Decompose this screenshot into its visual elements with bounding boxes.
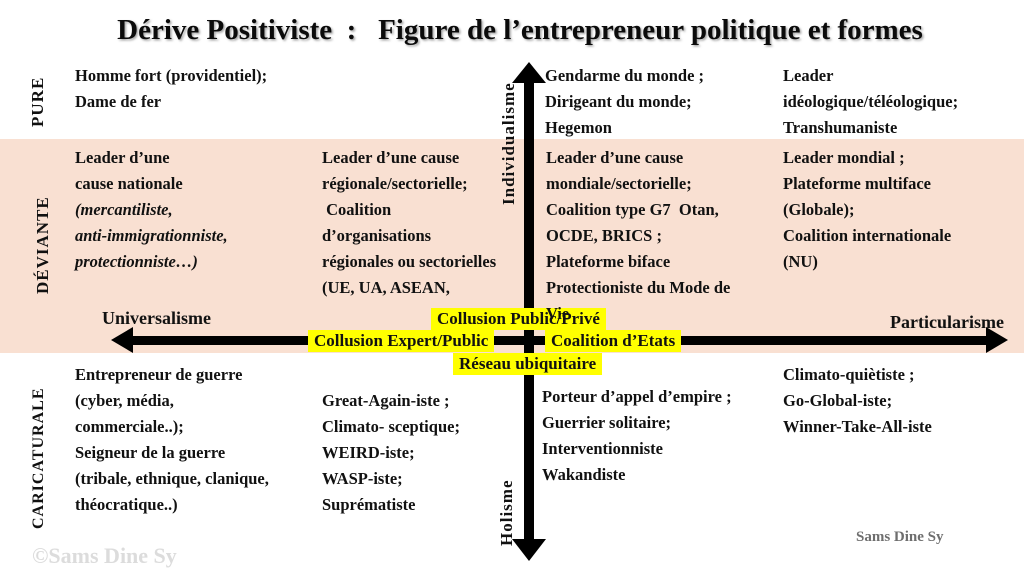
cell-deviante-regionale: Leader d’une cause régionale/sectorielle…	[322, 148, 497, 297]
cell-deviante-globale: Leader mondial ; Plateforme multiface (G…	[783, 148, 952, 271]
cell-pure-individualisme: Gendarme du monde ; Dirigeant du monde; …	[545, 66, 705, 137]
horizontal-axis-arrowhead-left	[111, 327, 133, 353]
cell-caricaturale-istes: Great-Again-iste ; Climato- sceptique; W…	[322, 391, 460, 514]
cell-pure-particularisme: Leader idéologique/téléologique; Transhu…	[783, 66, 959, 137]
axis-label-particularisme: Particularisme	[890, 312, 1004, 332]
cell-pure-universalisme: Homme fort (providentiel); Dame de fer	[75, 66, 268, 111]
axis-label-universalisme: Universalisme	[102, 308, 211, 328]
horizontal-axis-arrowhead-right	[986, 327, 1008, 353]
highlight-collusion-public-prive: Collusion Public/Privé	[431, 308, 606, 330]
highlight-reseau-ubiquitaire: Réseau ubiquitaire	[453, 353, 603, 375]
page-title: Dérive Positiviste : Figure de l’entrepr…	[117, 14, 923, 46]
highlight-coalition-detats: Coalition d’Etats	[545, 330, 682, 352]
cell-caricaturale-guerre: Entrepreneur de guerre (cyber, média, co…	[75, 365, 269, 514]
vertical-axis-arrowhead-bottom	[512, 539, 546, 561]
highlight-collusion-expert-public: Collusion Expert/Public	[308, 330, 495, 352]
vertical-axis-arrowhead-top	[512, 62, 546, 83]
cell-deviante-nationale-examples: (mercantiliste, anti-immigrationniste, p…	[75, 200, 228, 271]
row-label-deviante: DÉVIANTE	[33, 196, 52, 294]
watermark-text: ©Sams Dine Sy	[32, 543, 177, 568]
cell-deviante-mondiale: Leader d’une cause mondiale/sectorielle;…	[546, 148, 731, 323]
cell-deviante-nationale-main: Leader d’une cause nationale	[75, 148, 183, 193]
cell-caricaturale-global: Climato-quiètiste ; Go-Global-iste; Winn…	[783, 365, 932, 436]
author-credit: Sams Dine Sy	[856, 529, 944, 545]
row-label-caricaturale: CARICATURALE	[30, 387, 47, 529]
cell-deviante-nationale: Leader d’une cause nationale (mercantili…	[75, 145, 320, 275]
row-label-pure: PURE	[28, 76, 47, 128]
cell-caricaturale-empire: Porteur d’appel d’empire ; Guerrier soli…	[542, 387, 732, 484]
